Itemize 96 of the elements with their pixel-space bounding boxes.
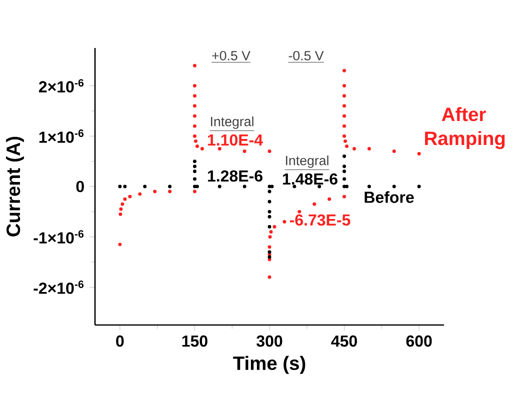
point <box>342 84 346 88</box>
annotation: -6.73E-5 <box>290 214 350 226</box>
x-axis-title: Time (s) <box>233 356 306 374</box>
point <box>153 190 157 194</box>
point <box>192 170 196 174</box>
point <box>268 245 272 249</box>
point <box>128 194 132 198</box>
point <box>268 150 272 153</box>
point <box>367 184 371 188</box>
point <box>367 146 371 150</box>
point <box>342 177 346 181</box>
point <box>242 150 246 153</box>
annotation: 1.10E-4 <box>208 134 263 146</box>
point <box>138 192 142 196</box>
point <box>192 64 196 68</box>
point <box>417 184 421 188</box>
annotation: +0.5 V <box>212 50 250 60</box>
x-tick-label: 0 <box>116 335 124 347</box>
point <box>268 250 272 254</box>
point <box>118 184 122 188</box>
y-tick-label: 1×10$^{-6}$ <box>39 129 84 143</box>
point <box>218 146 222 150</box>
point <box>268 200 272 204</box>
point <box>168 190 172 194</box>
point <box>118 212 122 216</box>
series-label: After Ramping <box>425 107 505 150</box>
point <box>328 197 332 201</box>
annotation: -0.5 V <box>288 50 324 60</box>
point <box>192 134 196 138</box>
point <box>342 154 346 158</box>
point <box>344 139 348 143</box>
point <box>342 94 346 98</box>
point <box>195 184 199 188</box>
point <box>342 114 346 118</box>
point <box>195 144 199 148</box>
point <box>200 146 204 150</box>
point <box>268 225 272 229</box>
point <box>282 220 286 224</box>
y-axis-title: Current (A) <box>6 136 24 236</box>
point <box>218 184 222 188</box>
point <box>192 94 196 98</box>
point <box>268 214 272 218</box>
point <box>392 184 396 188</box>
point <box>342 134 346 138</box>
point <box>342 68 346 72</box>
point <box>272 225 276 229</box>
point <box>345 184 349 188</box>
point <box>192 114 196 118</box>
point <box>192 177 196 181</box>
point <box>312 202 316 206</box>
x-tick-label: 450 <box>331 335 357 347</box>
point <box>342 104 346 108</box>
point <box>192 104 196 108</box>
annotation: Integral <box>286 155 328 168</box>
y-tick-label: -2×10$^{-6}$ <box>34 280 84 294</box>
x-tick-label: 600 <box>406 335 432 347</box>
y-tick-label: -1×10$^{-6}$ <box>34 230 84 244</box>
point <box>168 184 172 188</box>
point <box>123 184 127 188</box>
point <box>268 235 272 239</box>
point <box>345 144 349 148</box>
point <box>342 164 346 168</box>
point <box>118 242 122 246</box>
point <box>143 184 147 188</box>
point <box>352 146 356 150</box>
point <box>194 139 198 143</box>
point <box>192 160 196 164</box>
y-tick-label: 0 <box>76 180 84 192</box>
point <box>192 84 196 88</box>
annotation: Integral <box>211 116 254 129</box>
annotation: 1.48E-6 <box>282 173 338 185</box>
point <box>192 164 196 168</box>
x-tick-label: 300 <box>256 335 282 347</box>
point <box>119 207 123 211</box>
point <box>270 184 274 188</box>
series-label: Before <box>364 191 414 203</box>
point <box>268 184 272 188</box>
point <box>120 202 124 206</box>
point <box>268 210 272 214</box>
point <box>268 190 272 194</box>
point <box>417 152 421 156</box>
point <box>268 255 272 259</box>
point <box>123 197 127 201</box>
point <box>342 170 346 174</box>
point <box>298 210 302 214</box>
point <box>392 150 396 153</box>
point <box>269 230 273 234</box>
point <box>242 184 246 188</box>
point <box>192 124 196 128</box>
point <box>342 124 346 128</box>
annotation: 1.28E-6 <box>208 170 262 182</box>
point <box>268 275 272 279</box>
y-tick-label: 2×10$^{-6}$ <box>38 79 84 92</box>
point <box>192 190 196 194</box>
x-tick-label: 150 <box>182 335 208 347</box>
point <box>342 194 346 198</box>
